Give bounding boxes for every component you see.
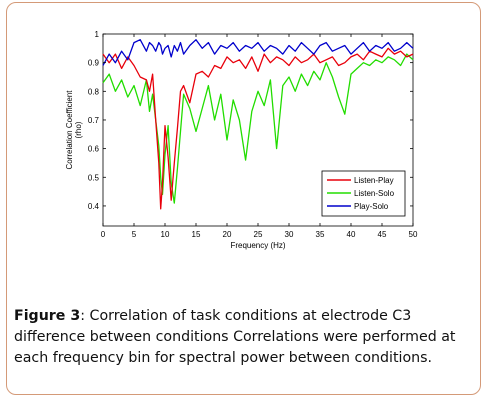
- legend-label-listen-solo: Listen-Solo: [354, 189, 395, 198]
- x-tick-label: 5: [132, 230, 137, 239]
- series-line-play-solo: [102, 39, 414, 66]
- figure-caption-text: : Correlation of task conditions at elec…: [14, 308, 456, 366]
- x-tick-label: 0: [101, 230, 106, 239]
- y-tick-label: 1: [95, 30, 100, 39]
- x-tick-label: 20: [223, 230, 232, 239]
- x-tick-label: 30: [285, 230, 294, 239]
- legend-label-listen-play: Listen-Play: [354, 176, 394, 185]
- y-tick-label: 0.7: [88, 116, 100, 125]
- y-axis-label-unit: (rho): [74, 121, 83, 138]
- y-tick-label: 0.5: [88, 173, 100, 182]
- x-tick-label: 15: [192, 230, 201, 239]
- legend: Listen-Play Listen-Solo Play-Solo: [321, 170, 406, 217]
- x-tick-label: 40: [347, 230, 356, 239]
- series-line-listen-solo: [102, 53, 414, 204]
- series-line-listen-play: [102, 47, 414, 210]
- line-chart: 0 5 10 15 20 25 30 35 40 45 500.40.50.60.70.80.91 …: [65, 30, 418, 250]
- x-tick-label: 45: [378, 230, 387, 239]
- y-tick-label: 0.8: [88, 87, 100, 96]
- series-layer: [102, 39, 414, 210]
- x-tick-label: 50: [409, 230, 418, 239]
- y-axis-label: Correlation Coefficient: [65, 90, 74, 170]
- x-tick-label: 25: [254, 230, 263, 239]
- y-tick-label: 0.9: [88, 59, 100, 68]
- figure-caption: Figure 3: Correlation of task conditions…: [14, 306, 476, 369]
- figure-label: Figure 3: [14, 308, 81, 324]
- y-tick-label: 0.6: [88, 145, 100, 154]
- tick-layer: 0 5 10 15 20 25 30 35 40 45 50 0.4 0.5 0.6 0.7 0.8 0.9 1: [88, 30, 418, 239]
- x-tick-label: 10: [161, 230, 170, 239]
- x-tick-label: 35: [316, 230, 325, 239]
- y-tick-label: 0.4: [88, 202, 100, 211]
- x-axis-label: Frequency (Hz): [230, 241, 285, 250]
- legend-label-play-solo: Play-Solo: [354, 202, 389, 211]
